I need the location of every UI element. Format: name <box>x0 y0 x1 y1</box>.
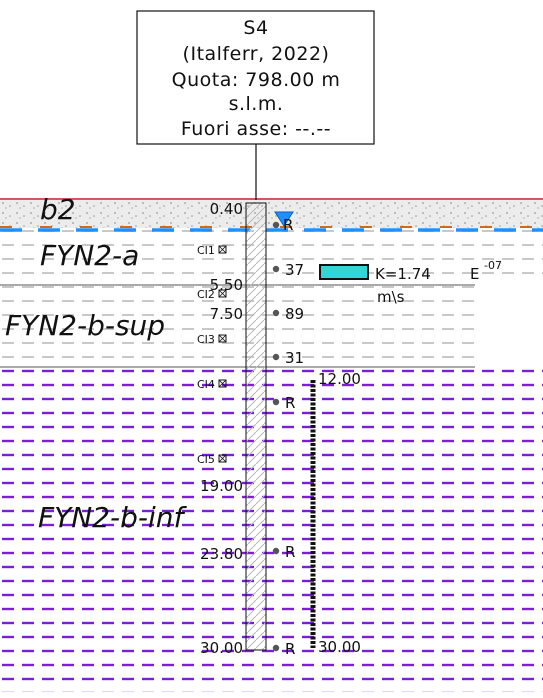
water-table-icon <box>274 211 294 227</box>
svg-text:CI3: CI3 <box>197 333 215 346</box>
depth-label: 19.00 <box>200 477 243 495</box>
svg-text:R: R <box>283 216 293 234</box>
permeability-exp-base: E <box>470 265 479 283</box>
permeability-exponent: -07 <box>484 259 502 272</box>
svg-text:CI2: CI2 <box>197 288 215 301</box>
svg-text:CI5: CI5 <box>197 453 215 466</box>
header-elevation-ref: s.l.m. <box>229 93 284 115</box>
depth-label: 23.80 <box>200 545 243 563</box>
sample-marker: CI3 <box>197 333 227 346</box>
unit-fyn2bsup-fill <box>0 285 475 367</box>
depth-label: 30.00 <box>200 639 243 657</box>
depth-label: 0.40 <box>210 200 243 218</box>
header-elevation: Quota: 798.00 m <box>172 69 341 91</box>
sample-marker: CI5 <box>197 453 227 466</box>
spt-marker: 31 <box>272 349 304 367</box>
permeability-unit: m\s <box>377 288 405 306</box>
permeability-value: K=1.74 <box>375 265 431 283</box>
unit-b2-fill <box>0 200 543 228</box>
unit-label-fyn2a: FYN2-a <box>40 239 139 272</box>
sample-marker: CI1 <box>197 244 227 257</box>
sample-marker: CI4 <box>197 378 227 391</box>
svg-text:CI4: CI4 <box>197 378 215 391</box>
depth-label: 5.50 <box>210 276 243 294</box>
svg-text:CI1: CI1 <box>197 244 215 257</box>
permeability-test-box <box>319 264 369 280</box>
sample-marker: CI2 <box>197 288 227 301</box>
piezometer-top-label: 12.00 <box>318 370 361 388</box>
svg-text:R: R <box>285 394 295 412</box>
spt-marker: 89 <box>272 305 304 323</box>
svg-text:89: 89 <box>285 305 304 323</box>
depth-label: 7.50 <box>210 305 243 323</box>
svg-text:R: R <box>285 640 295 658</box>
svg-text:R: R <box>285 543 295 561</box>
spt-marker: 37 <box>272 261 304 279</box>
unit-label-fyn2bsup: FYN2-b-sup <box>5 309 165 342</box>
header-source: (Italferr, 2022) <box>183 43 330 65</box>
svg-text:31: 31 <box>285 349 304 367</box>
spt-marker: R <box>272 216 293 234</box>
piezometer-bottom-label: 30.00 <box>318 638 361 656</box>
header-box <box>136 10 375 145</box>
unit-label-fyn2binf: FYN2-b-inf <box>38 501 187 534</box>
unit-fyn2a-fill <box>0 230 543 285</box>
unit-fyn2binf-fill <box>0 367 543 692</box>
header-offset: Fuori asse: --.-- <box>181 118 331 140</box>
header-id: S4 <box>243 17 268 39</box>
svg-text:37: 37 <box>285 261 304 279</box>
unit-label-b2: b2 <box>40 193 76 226</box>
spt-marker: R <box>272 394 295 412</box>
borehole-column <box>245 202 267 651</box>
spt-marker: R <box>272 640 295 658</box>
spt-marker: R <box>272 543 295 561</box>
